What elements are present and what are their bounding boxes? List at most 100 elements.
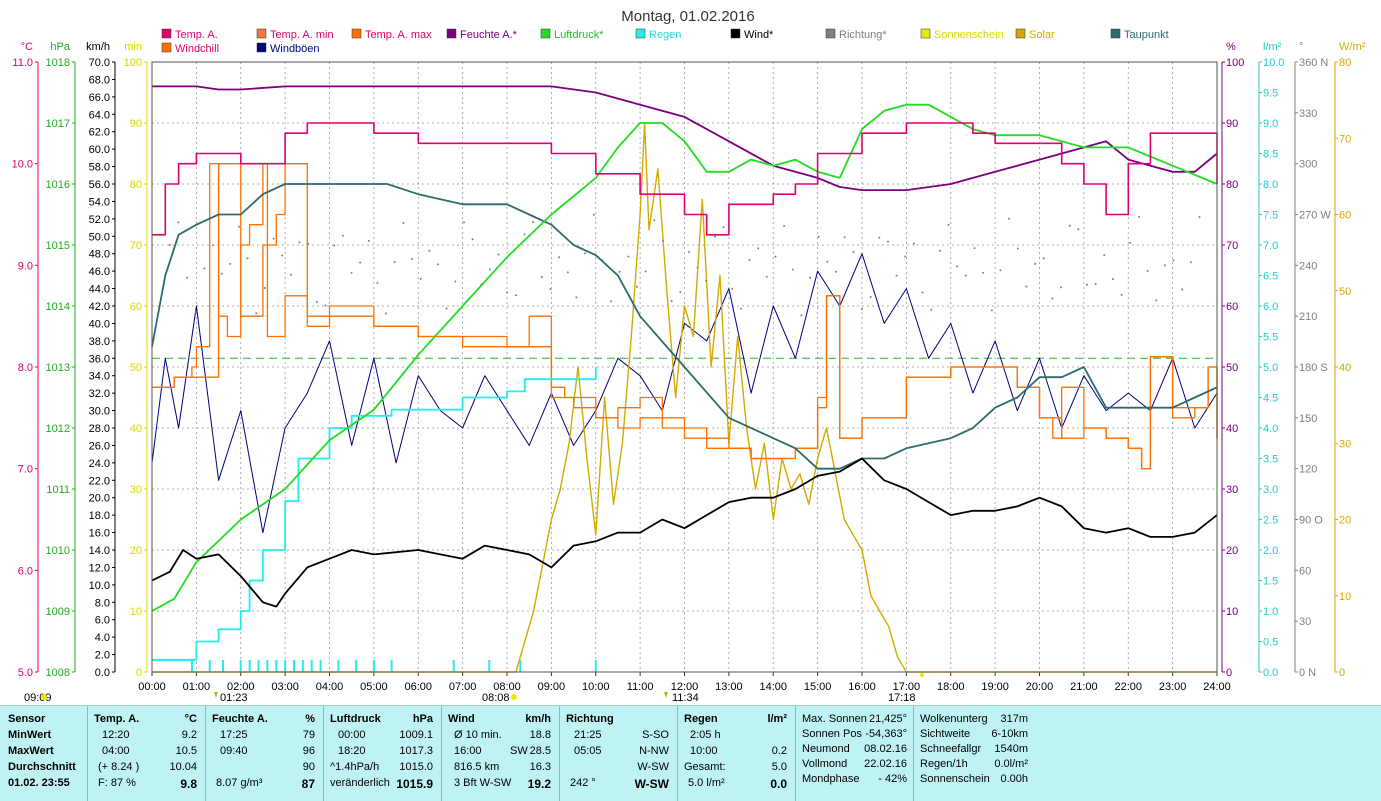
- axis-tick-label: 70: [1339, 133, 1351, 145]
- x-axis-tick-label: 07:00: [449, 681, 477, 693]
- direction-dot: [298, 241, 301, 244]
- pressure-unit: hPa: [412, 713, 433, 725]
- direction-dot: [636, 285, 638, 288]
- axis-tick-label: 40: [1339, 362, 1351, 374]
- axis-tick-label: 50.0: [89, 231, 110, 243]
- axis-tick-label: 42.0: [89, 301, 110, 313]
- direction-dot: [558, 256, 561, 259]
- axis-tick-label: 20.0: [89, 493, 110, 505]
- direction-dot: [800, 314, 803, 317]
- axis-tick-label: 26.0: [89, 440, 110, 452]
- axis-tick-label: 10.0: [1263, 57, 1284, 69]
- series-line-temp-a-: [152, 122, 1218, 236]
- series-line-luftdruck-: [151, 103, 1218, 612]
- axis-tick-label: 52.0: [89, 214, 110, 226]
- temp-max-time: 04:00: [102, 745, 130, 757]
- axis-tick-label: 58.0: [89, 162, 110, 174]
- direction-dot: [497, 253, 500, 256]
- legend-swatch: [446, 28, 457, 39]
- axis-tick-label: 270 W: [1299, 210, 1331, 222]
- legend-swatch: [730, 28, 741, 39]
- direction-dot: [238, 225, 240, 228]
- direction-dot: [1068, 224, 1071, 227]
- axis-unit-label: %: [1226, 41, 1236, 53]
- axis-tick-label: 56.0: [89, 179, 110, 191]
- axis-tick-label: 40: [130, 423, 142, 435]
- axis-tick-label: 16.0: [89, 528, 110, 540]
- direction-dot: [1042, 257, 1045, 260]
- direction-dot: [731, 287, 734, 290]
- x-axis-tick-label: 11:00: [627, 681, 654, 693]
- direction-dot: [1172, 259, 1175, 262]
- axis-tick-label: 1008: [46, 667, 70, 679]
- axis-tick-label: 8.0: [18, 362, 33, 374]
- x-axis-tick-label: 21:00: [1070, 681, 1098, 693]
- pressure-header: Luftdruck: [330, 713, 381, 725]
- axis-tick-label: 1018: [46, 57, 70, 69]
- axis-tick-label: 70: [130, 240, 142, 252]
- min-label: MinWert: [8, 729, 52, 741]
- hum-max-value: 96: [302, 745, 315, 757]
- axis-tick-label: 22.0: [89, 475, 110, 487]
- press-max-time: 18:20: [338, 745, 366, 757]
- humidity-column: Feuchte A. % 17:25 79 09:40 96 90 8.07 g…: [206, 706, 324, 801]
- x-axis-tick-label: 02:00: [227, 681, 255, 693]
- direction-dot: [315, 300, 318, 303]
- direction-dot: [419, 277, 422, 280]
- direction-dot: [1181, 288, 1184, 291]
- x-axis-tick-label: 22:00: [1114, 681, 1142, 693]
- axis-tick-label: 8.5: [1263, 149, 1278, 161]
- direction-dot: [488, 268, 491, 271]
- legend-swatch: [1015, 28, 1026, 39]
- axis-tick-label: 1016: [46, 179, 70, 191]
- axis-tick-label: 5.0: [18, 667, 33, 679]
- axis-tick-label: 1014: [46, 301, 70, 313]
- x-axis-tick-label: 00:00: [138, 681, 166, 693]
- snowline-value: 1540m: [994, 743, 1028, 755]
- temp-column: Temp. A. °C 12:20 9.2 04:00 10.5 (+ 8.24…: [88, 706, 206, 801]
- legend-swatch: [920, 28, 931, 39]
- direction-dot: [255, 312, 258, 315]
- axis-tick-label: 10: [1339, 591, 1351, 603]
- axis-tick-label: 0.5: [1263, 637, 1278, 649]
- press-trend: ^1.4hPa/h: [330, 761, 380, 773]
- rain-total-value: 5.0: [771, 761, 787, 773]
- axis-tick-label: 0 N: [1299, 667, 1316, 679]
- axis-tick-label: 1.0: [1263, 606, 1278, 618]
- axis-tick-label: 10: [1226, 606, 1238, 618]
- press-max-value: 1017.3: [399, 745, 433, 757]
- visibility-value: 6-10km: [991, 728, 1028, 740]
- axis-tick-label: 62.0: [89, 127, 110, 139]
- axis-tick-label: 7.0: [18, 464, 33, 476]
- rain1h-label: Regen/1h: [920, 758, 968, 770]
- axis-tick-label: 20: [130, 545, 142, 557]
- stats-footer: Sensor MinWert MaxWert Durchschnitt 01.0…: [0, 705, 1381, 801]
- direction-dot: [168, 244, 171, 246]
- direction-dot: [947, 223, 950, 226]
- legend-swatch: [635, 28, 646, 39]
- axis-tick-label: 36.0: [89, 353, 110, 365]
- axis-tick-label: 4.0: [95, 632, 110, 644]
- temp-min-time: 12:20: [102, 729, 130, 741]
- direction-dot: [385, 312, 388, 315]
- axis-tick-label: 80: [1226, 179, 1238, 191]
- direction-dot: [1137, 215, 1140, 218]
- direction-dot: [1060, 286, 1062, 289]
- wind-max-value: 28.5: [529, 745, 551, 757]
- axis-tick-label: 150: [1299, 413, 1317, 425]
- direction-dot: [307, 242, 310, 245]
- axis-tick-label: 10.0: [89, 580, 110, 592]
- hum-min-time: 17:25: [220, 729, 248, 741]
- direction-dot: [705, 279, 708, 282]
- direction-dot: [566, 271, 569, 274]
- axis-tick-label: 6.5: [1263, 271, 1278, 283]
- marker-t1: 01:23: [220, 692, 248, 704]
- hum-current-value: 87: [301, 777, 315, 791]
- direction-dot: [765, 275, 768, 278]
- axis-tick-label: 9.0: [18, 260, 33, 272]
- x-axis-tick-label: 23:00: [1159, 681, 1187, 693]
- x-axis-tick-label: 05:00: [360, 681, 388, 693]
- legend-label: Temp. A. max: [365, 29, 432, 41]
- axis-tick-label: 60: [1226, 301, 1238, 313]
- axis-tick-label: 30: [130, 484, 142, 496]
